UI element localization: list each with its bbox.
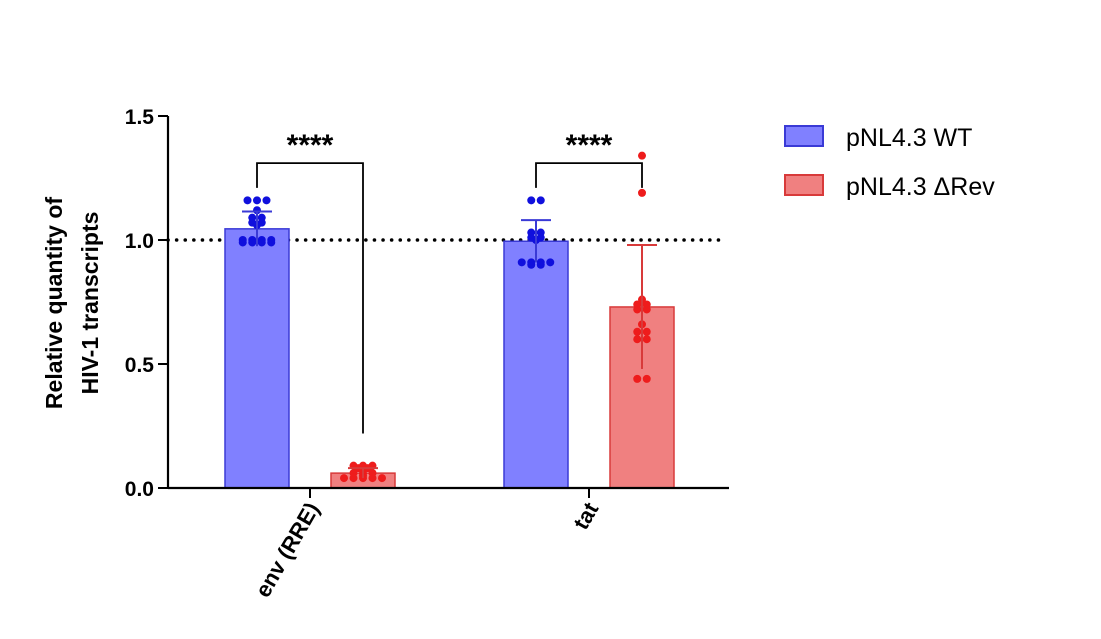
significance-label: **** — [287, 129, 334, 162]
bar-pnl4-3-wt-env-rre — [224, 228, 290, 489]
data-point — [257, 238, 266, 247]
y-tick-label: 1.0 — [125, 230, 154, 253]
legend: pNL4.3 WT pNL4.3 ΔRev — [784, 124, 995, 201]
data-point — [517, 258, 526, 267]
data-point — [633, 327, 642, 336]
data-point — [642, 305, 651, 314]
data-point — [238, 238, 247, 247]
data-point — [642, 335, 651, 344]
data-point — [349, 474, 358, 483]
data-point — [633, 335, 642, 344]
error-bars — [242, 210, 657, 479]
significance-label: **** — [566, 129, 613, 162]
data-point — [340, 474, 348, 483]
data-point — [633, 305, 642, 314]
data-point — [546, 258, 555, 267]
x-category-label: env (RRE) — [250, 498, 324, 602]
legend-swatch — [784, 125, 824, 147]
bar-pnl4-3-wt-tat — [503, 240, 569, 489]
data-point — [527, 260, 536, 269]
data-point — [368, 474, 377, 483]
significance-annotations: **** **** — [256, 129, 643, 434]
data-point — [262, 196, 271, 205]
data-point — [642, 374, 651, 383]
data-point — [638, 151, 646, 160]
y-axis-ticks: 0.0 0.5 1.0 1.5 — [125, 106, 168, 501]
x-category-label: tat — [568, 497, 603, 533]
data-point — [638, 188, 646, 197]
x-axis-labels: env (RRE) tat — [250, 497, 604, 601]
data-point — [248, 238, 257, 247]
y-tick-label: 0.5 — [125, 354, 155, 377]
data-point — [243, 196, 252, 205]
legend-label: pNL4.3 WT — [846, 124, 972, 152]
bars — [224, 228, 675, 489]
data-points — [238, 151, 651, 483]
data-point — [642, 327, 651, 336]
y-axis-title-line-2: HIV-1 transcripts — [77, 212, 103, 395]
significance-bracket — [535, 162, 643, 188]
data-point — [527, 196, 536, 205]
data-point — [536, 260, 545, 269]
data-point — [633, 374, 642, 383]
y-tick-label: 1.5 — [125, 106, 155, 129]
legend-label: pNL4.3 ΔRev — [846, 173, 995, 201]
data-point — [267, 238, 276, 247]
y-tick-label: 0.0 — [125, 478, 154, 501]
y-axis-title-line-1: Relative quantity of — [41, 197, 67, 409]
significance-bracket — [256, 162, 364, 434]
legend-swatch — [784, 174, 824, 196]
axes — [166, 116, 729, 498]
y-axis-title: Relative quantity of HIV-1 transcripts — [41, 197, 103, 409]
data-point — [378, 474, 386, 483]
data-point — [253, 196, 261, 205]
data-point — [536, 196, 545, 205]
